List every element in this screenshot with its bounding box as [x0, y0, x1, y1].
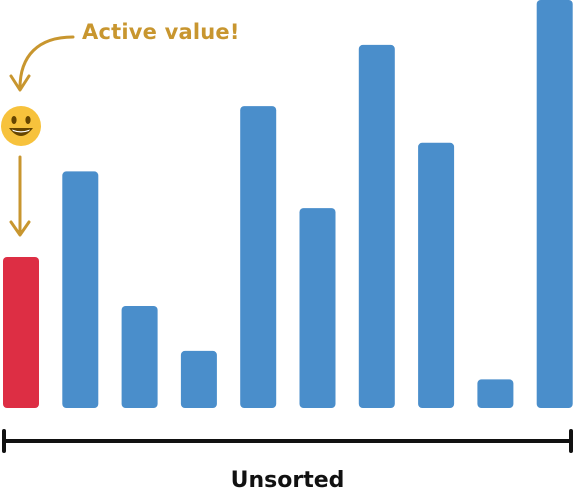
curved-arrow-head-icon — [9, 74, 31, 92]
bar-9 — [536, 0, 573, 408]
active-bar — [3, 257, 39, 408]
annotation-arrow — [9, 35, 75, 92]
bars-layer — [3, 0, 573, 409]
annotation-label: Active value! — [82, 20, 240, 44]
x-axis-label: Unsorted — [230, 468, 345, 493]
down-arrow-head-icon — [9, 220, 31, 237]
bar-2 — [121, 306, 158, 408]
bar-3 — [180, 350, 217, 408]
bar-8 — [477, 379, 514, 408]
bar-5 — [299, 208, 336, 408]
bar-7 — [418, 142, 455, 409]
bar-6 — [358, 44, 395, 409]
x-axis — [2, 429, 573, 453]
smiley-face-icon — [1, 106, 41, 146]
bar-1 — [62, 171, 99, 408]
curved-arrow-icon — [18, 35, 75, 90]
pointer-arrow — [9, 155, 31, 237]
bar-4 — [240, 106, 277, 408]
